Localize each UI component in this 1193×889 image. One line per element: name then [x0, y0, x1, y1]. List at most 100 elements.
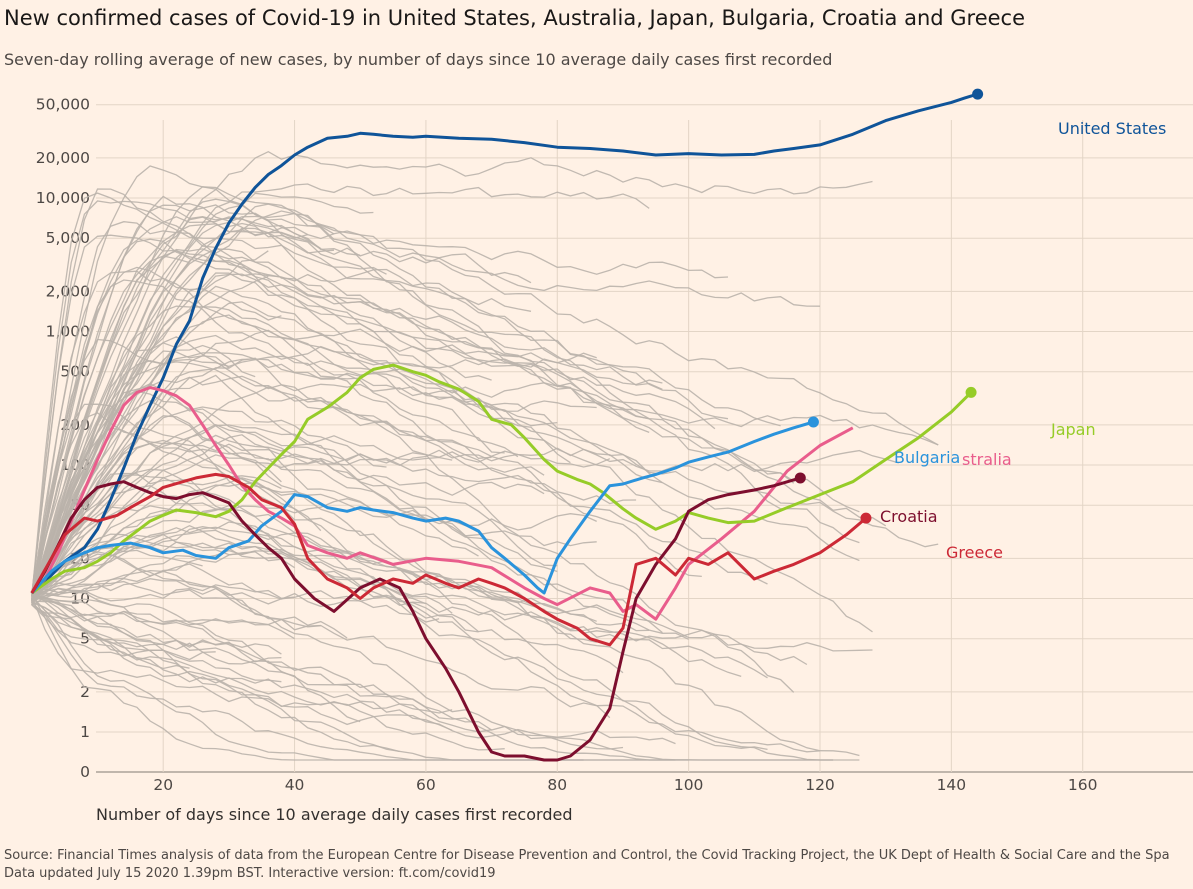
chart-subtitle: Seven-day rolling average of new cases, … [4, 50, 833, 69]
updated-note: Data updated July 15 2020 1.39pm BST. In… [4, 866, 496, 881]
y-tick-label: 2 [80, 683, 90, 701]
background-country-line [31, 188, 887, 595]
background-country-line [31, 601, 584, 761]
background-country-line [31, 165, 650, 599]
background-country-line [31, 434, 899, 597]
series-end-dot-bulgaria [807, 416, 819, 428]
series-line-japan [30, 363, 973, 595]
background-country-line [31, 216, 308, 602]
x-tick-label: 100 [674, 776, 704, 794]
background-country-line [31, 549, 256, 604]
x-tick-label: 40 [285, 776, 305, 794]
y-tick-label: 50,000 [36, 96, 90, 114]
label-australia: stralia [962, 450, 1012, 469]
background-country-line [31, 403, 834, 761]
x-tick-label: 120 [805, 776, 835, 794]
background-country-line [31, 415, 597, 643]
background-country-line [31, 485, 597, 622]
background-country-line [31, 336, 768, 600]
background-country-line [31, 406, 387, 600]
y-tick-label: 10,000 [36, 189, 90, 207]
x-tick-label: 160 [1068, 776, 1098, 794]
x-axis-label: Number of days since 10 average daily ca… [96, 805, 573, 824]
x-tick-label: 140 [937, 776, 967, 794]
background-country-line [31, 597, 624, 750]
background-country-line [31, 314, 663, 595]
x-axis-tick-labels: 20 40 60 80 100 120 140 160 [153, 776, 1097, 794]
series-line-australia [30, 386, 854, 621]
label-greece: Greece [946, 543, 1003, 562]
background-country-line [31, 329, 663, 605]
background-country-line [31, 150, 873, 594]
background-country-line [31, 238, 860, 597]
background-country-line [31, 212, 532, 606]
series-end-dot-japan [965, 386, 977, 398]
background-country-line [31, 272, 860, 595]
background-country-line [31, 216, 860, 596]
series-line-greece [30, 472, 867, 647]
y-tick-label: 2,000 [46, 282, 90, 300]
chart-title: New confirmed cases of Covid-19 in Unite… [4, 6, 1026, 30]
background-country-line [31, 424, 558, 597]
background-country-line [31, 521, 808, 666]
y-tick-label: 1 [80, 723, 90, 741]
background-country-line [31, 596, 282, 655]
background-country-line [31, 601, 505, 751]
background-country-line [31, 524, 624, 674]
background-country-line [31, 468, 295, 604]
background-country-line [31, 305, 939, 595]
background-country-line [31, 495, 650, 632]
background-country-line [31, 375, 597, 596]
background-country-line [31, 454, 545, 596]
background-country-line [31, 248, 663, 597]
background-country-line [31, 434, 479, 600]
background-country-lines [31, 150, 939, 761]
source-note: Source: Financial Times analysis of data… [4, 848, 1170, 863]
background-country-line [31, 374, 558, 601]
background-country-line [31, 595, 190, 670]
background-country-line [31, 270, 282, 597]
background-country-line [31, 301, 519, 605]
background-country-line [31, 198, 939, 599]
background-country-line [31, 210, 795, 594]
background-country-line [31, 472, 742, 678]
background-country-line [31, 592, 295, 640]
y-tick-label: 5,000 [46, 229, 90, 247]
background-country-line [31, 595, 676, 745]
background-country-line [31, 266, 505, 594]
x-tick-label: 60 [416, 776, 436, 794]
grid-lines [96, 104, 1193, 773]
series-end-dot-croatia [794, 472, 806, 484]
background-country-line [31, 604, 216, 661]
highlighted-series-lines [30, 88, 984, 762]
y-tick-label: 0 [80, 763, 90, 781]
background-country-line [31, 334, 597, 601]
y-tick-label: 20,000 [36, 149, 90, 167]
background-country-line [31, 580, 821, 753]
background-country-line [31, 595, 282, 683]
background-country-line [31, 352, 939, 603]
background-country-line [31, 554, 834, 761]
background-country-line [31, 533, 768, 679]
label-bulgaria: Bulgaria [894, 448, 960, 467]
background-country-line [31, 183, 650, 604]
series-line-croatia [30, 476, 801, 762]
background-country-line [31, 234, 532, 595]
background-country-line [31, 195, 335, 602]
series-line-bulgaria [30, 420, 814, 595]
background-country-line [31, 186, 729, 594]
background-country-line [31, 222, 781, 600]
background-country-line [31, 526, 768, 751]
series-end-dot-united-states [972, 88, 984, 100]
background-country-line [31, 357, 795, 693]
series-end-dot-greece [860, 512, 872, 524]
background-country-line [31, 550, 440, 623]
x-tick-label: 80 [547, 776, 567, 794]
background-country-line [31, 604, 453, 731]
background-country-line [31, 355, 374, 599]
label-croatia: Croatia [880, 507, 938, 526]
background-country-line [31, 530, 427, 605]
x-tick-label: 20 [153, 776, 173, 794]
background-country-line [31, 192, 387, 598]
series-line-united-states [30, 92, 979, 595]
